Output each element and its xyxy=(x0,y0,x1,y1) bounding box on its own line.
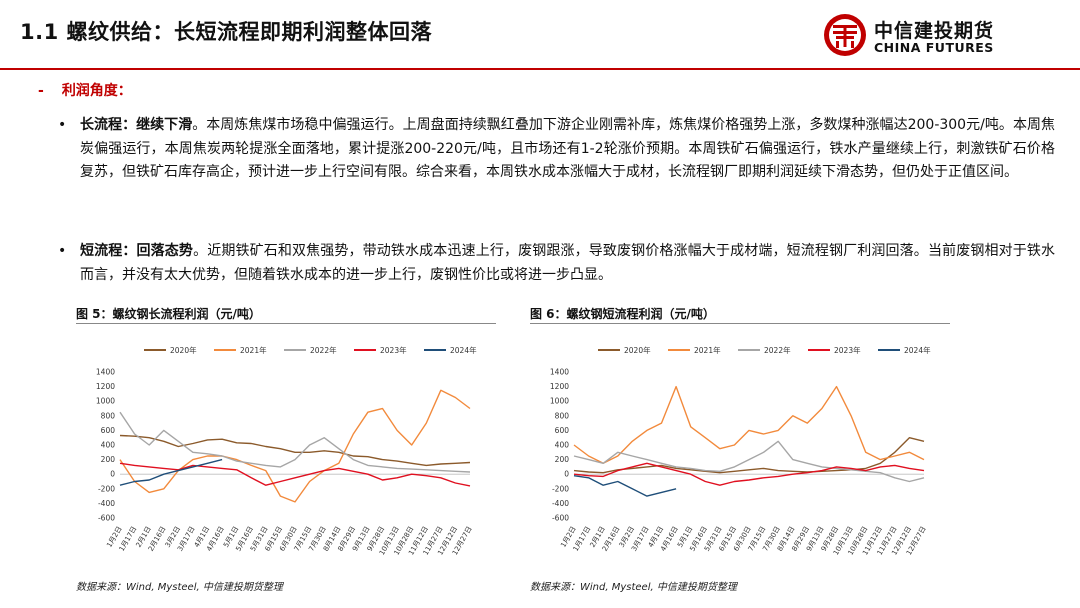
chart-2-legend-label-1: 2020年 xyxy=(624,345,651,355)
chart-2-legend-label-2: 2021年 xyxy=(694,345,721,355)
chart-1-y-tick-label-3: 0 xyxy=(110,470,115,479)
chart-short-process-profit: 2020年 2021年 2022年 2023年 2024年 -600 -400 -200 0 20… xyxy=(550,345,931,557)
chart-2-y-tick-label-10: 1400 xyxy=(550,368,569,377)
chart-2-series-line-2023 xyxy=(573,462,925,486)
chart-1-series-line-2020 xyxy=(119,434,471,467)
paragraph-short-process: • 短流程：回落态势。近期铁矿石和双焦强势，带动铁水成本迅速上行，废钢跟涨，导致… xyxy=(58,240,1058,300)
chart-2-y-tick-label-0: -600 xyxy=(552,514,569,523)
paragraph-long-process: • 长流程：继续下滑。本周炼焦煤市场稳中偏强运行。上周盘面持续飘红叠加下游企业刚… xyxy=(58,114,1058,232)
chart-2-series-line-2021 xyxy=(573,385,925,465)
chart-1-y-tick-label-5: 400 xyxy=(101,441,116,450)
paragraph-body: 长流程：继续下滑。本周炼焦煤市场稳中偏强运行。上周盘面持续飘红叠加下游企业刚需补… xyxy=(80,114,1055,185)
chart-1-legend-label-3: 2022年 xyxy=(310,345,337,355)
chart-2-legend-label-5: 2024年 xyxy=(904,345,931,355)
chart-1-series-line-2022 xyxy=(119,411,471,473)
chart-2-y-tick-label-2: -200 xyxy=(552,484,569,493)
chart-1-y-tick-label-1: -400 xyxy=(98,499,115,508)
figure-5-rule xyxy=(76,323,496,324)
chart-2-y-tick-label-4: 200 xyxy=(555,455,570,464)
citic-logo-icon xyxy=(824,14,866,56)
chart-1-legend-label-2: 2021年 xyxy=(240,345,267,355)
chart-1-series-line-2023 xyxy=(119,462,471,487)
chart-1-y-tick-label-0: -600 xyxy=(98,514,115,523)
figure-5-title: 图 5：螺纹钢长流程利润（元/吨） xyxy=(76,307,261,321)
chart-1-series-line-2021 xyxy=(119,389,471,503)
chart-1-y-tick-label-7: 800 xyxy=(101,411,116,420)
figure-6-source: 数据来源：Wind, Mysteel, 中信建投期货整理 xyxy=(530,582,737,593)
chart-2-legend-label-3: 2022年 xyxy=(764,345,791,355)
figure-6-title: 图 6：螺纹钢短流程利润（元/吨） xyxy=(530,307,715,321)
chart-1-y-tick-label-4: 200 xyxy=(101,455,116,464)
section-label: 利润角度： xyxy=(61,83,132,99)
bullet-icon: • xyxy=(58,243,67,259)
header-divider xyxy=(0,68,1080,70)
chart-2-y-tick-label-8: 1000 xyxy=(550,397,569,406)
chart-2-y-tick-label-1: -400 xyxy=(552,499,569,508)
section-heading: - 利润角度： xyxy=(38,80,132,100)
chart-1-y-tick-label-8: 1000 xyxy=(96,397,115,406)
paragraph-body: 短流程：回落态势。近期铁矿石和双焦强势，带动铁水成本迅速上行，废钢跟涨，导致废钢… xyxy=(80,240,1055,287)
logo-text-en: CHINA FUTURES xyxy=(874,40,994,55)
chart-2-y-tick-label-6: 600 xyxy=(555,426,570,435)
chart-1-y-tick-label-9: 1200 xyxy=(96,382,115,391)
chart-1-legend-label-5: 2024年 xyxy=(450,345,477,355)
paragraph-text: 。近期铁矿石和双焦强势，带动铁水成本迅速上行，废钢跟涨，导致废钢价格涨幅大于成材… xyxy=(80,243,1056,283)
chart-2-series-line-2020 xyxy=(573,436,925,474)
paragraph-lead: 短流程：回落态势 xyxy=(80,243,194,259)
chart-1-y-tick-label-6: 600 xyxy=(101,426,116,435)
chart-1-y-tick-label-2: -200 xyxy=(98,484,115,493)
company-logo: 中信建投期货 CHINA FUTURES xyxy=(822,12,1062,60)
chart-2-y-tick-label-9: 1200 xyxy=(550,382,569,391)
chart-1-legend-label-1: 2020年 xyxy=(170,345,197,355)
paragraph-lead: 长流程：继续下滑 xyxy=(80,117,193,133)
page-title: 1.1 螺纹供给：长短流程即期利润整体回落 xyxy=(20,20,433,44)
paragraph-text: 。本周炼焦煤市场稳中偏强运行。上周盘面持续飘红叠加下游企业刚需补库，炼焦煤价格强… xyxy=(80,117,1055,180)
chart-2-y-tick-label-7: 800 xyxy=(555,411,570,420)
section-dash: - xyxy=(38,83,44,99)
chart-1-y-tick-label-10: 1400 xyxy=(96,368,115,377)
chart-2-series-line-2024 xyxy=(573,475,677,497)
bullet-icon: • xyxy=(58,117,67,133)
chart-long-process-profit: 2020年 2021年 2022年 2023年 2024年 -600 -400 -200 0 20… xyxy=(96,345,477,557)
chart-2-y-tick-label-3: 0 xyxy=(564,470,569,479)
figure-5-source: 数据来源：Wind, Mysteel, 中信建投期货整理 xyxy=(76,582,283,593)
chart-1-legend-label-4: 2023年 xyxy=(380,345,407,355)
chart-2-legend-label-4: 2023年 xyxy=(834,345,861,355)
chart-2-y-tick-label-5: 400 xyxy=(555,441,570,450)
logo-text-cn: 中信建投期货 xyxy=(874,20,995,42)
figure-6-rule xyxy=(530,323,950,324)
chart-1-series-line-2024 xyxy=(119,458,223,486)
